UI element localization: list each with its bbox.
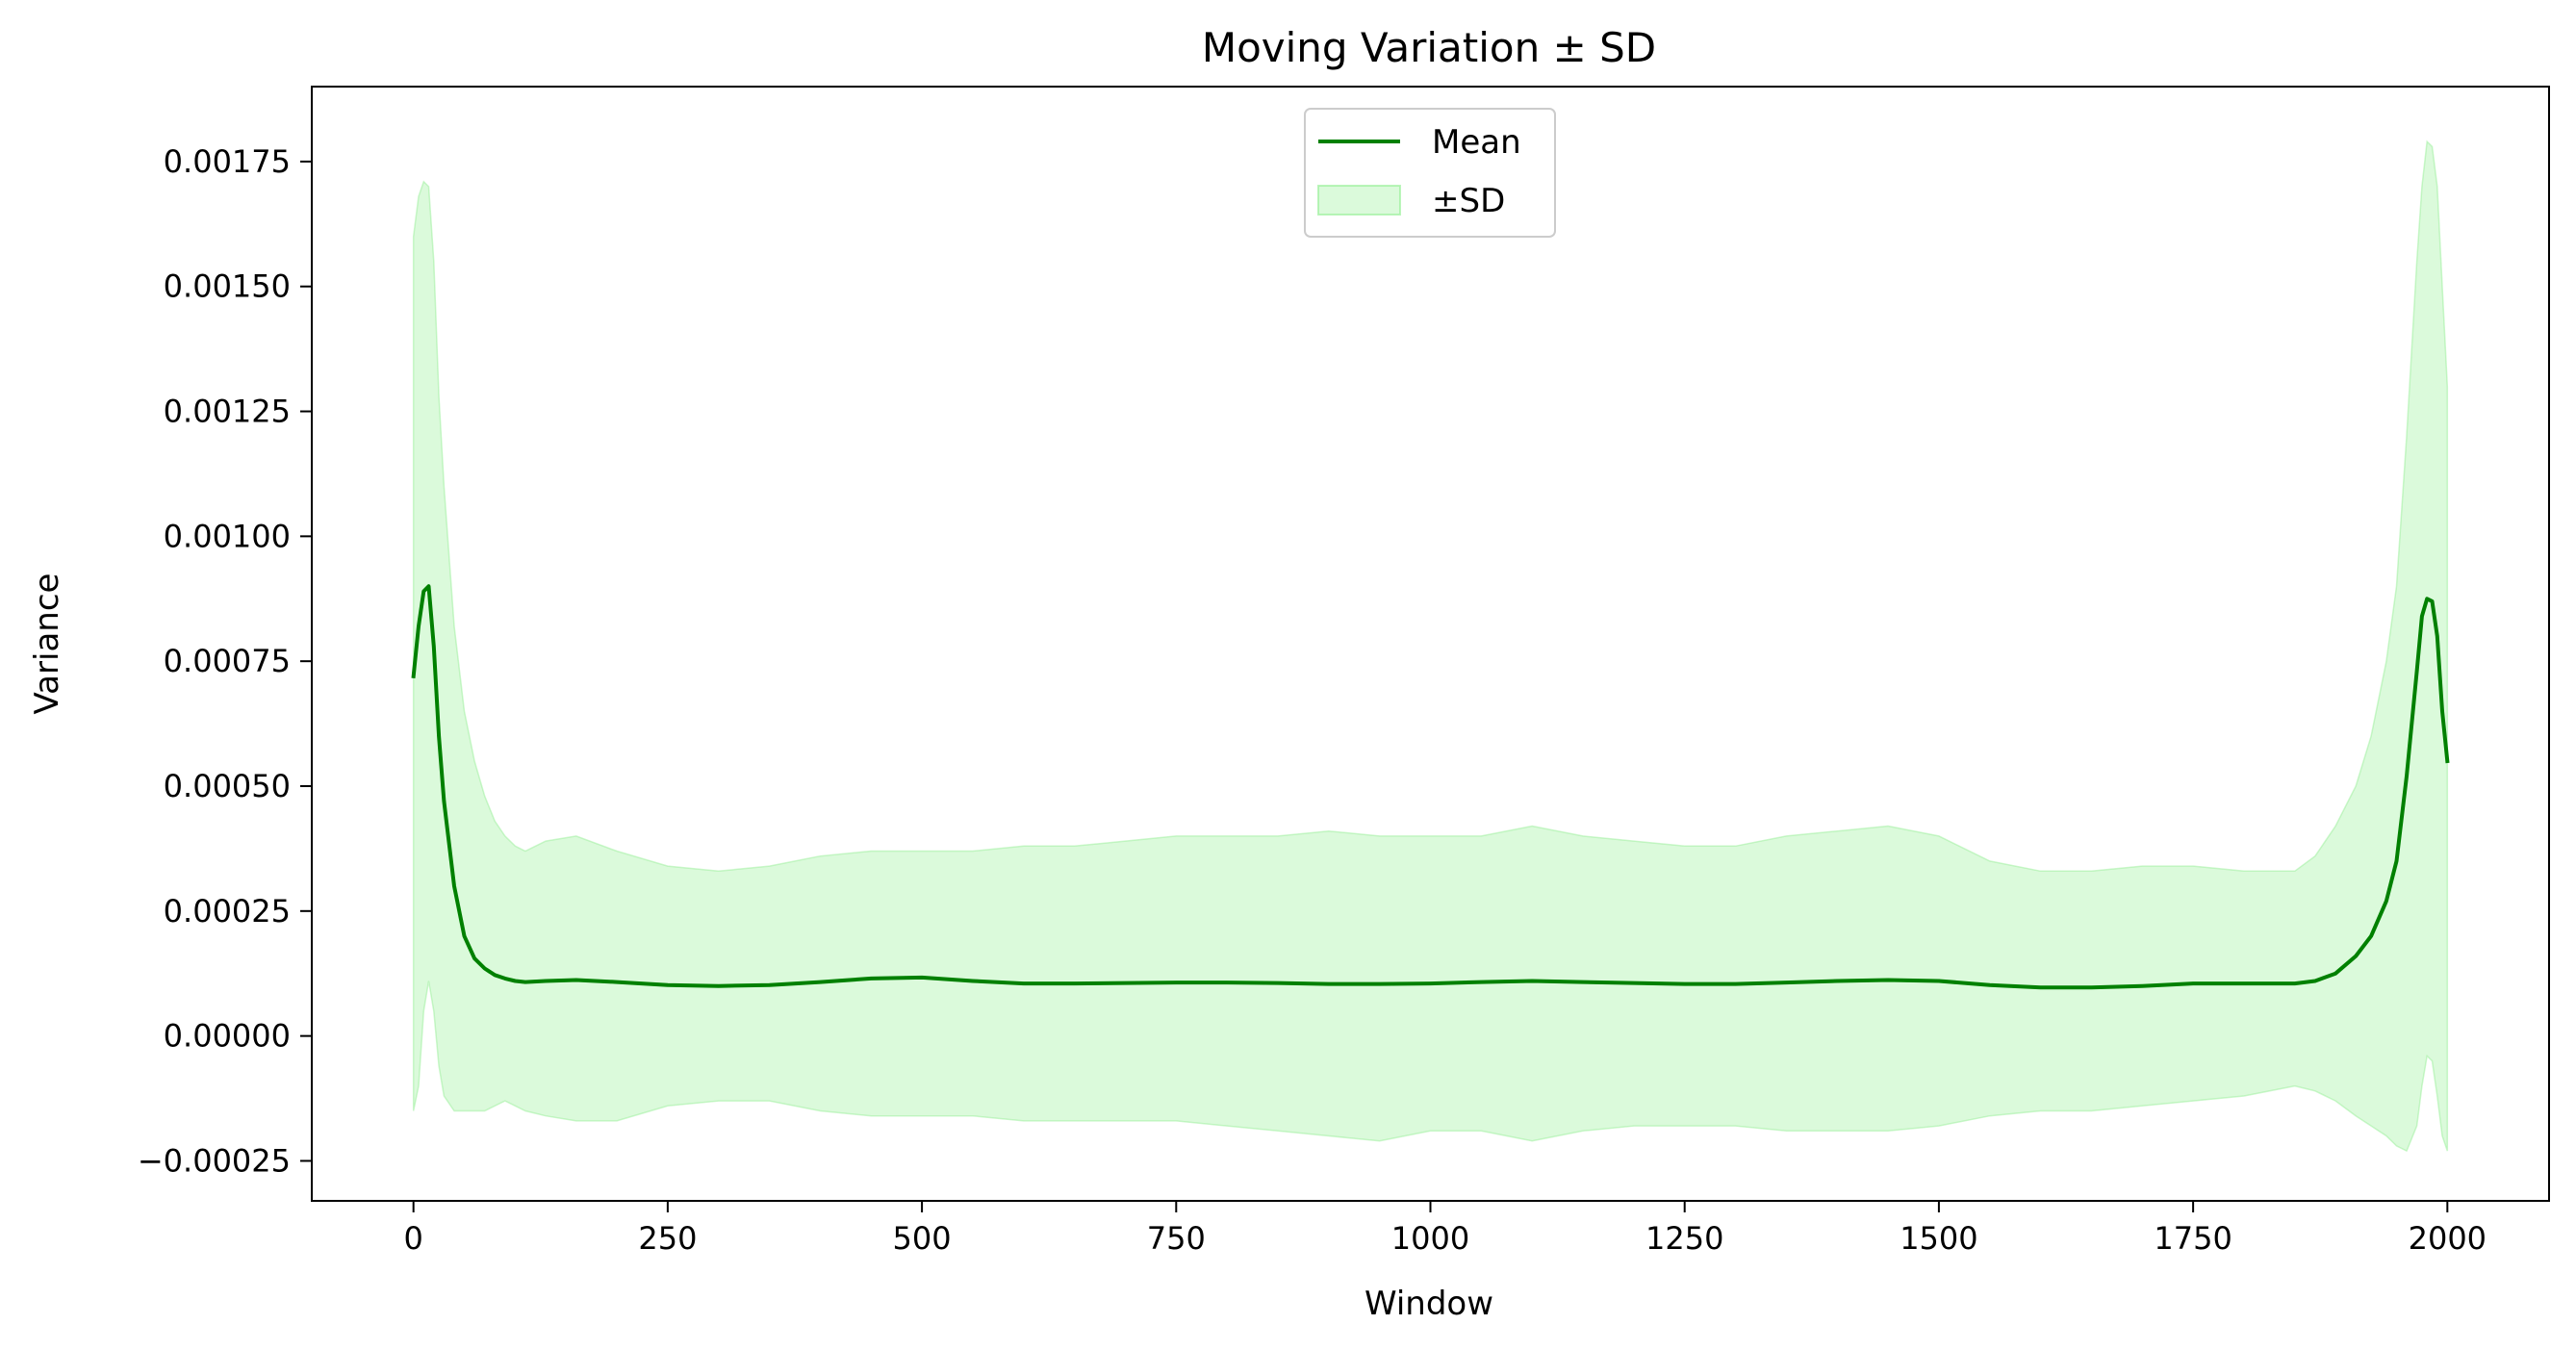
mean-line-layer (411, 584, 2450, 990)
mean-line (411, 584, 2450, 990)
y-tick-label: 0.00025 (164, 893, 291, 930)
x-tick-label: 1750 (2154, 1220, 2232, 1257)
chart-title: Moving Variation ± SD (1202, 24, 1656, 71)
x-tick-label: 1000 (1391, 1220, 1469, 1257)
sd-band-layer (412, 140, 2449, 1153)
y-tick-label: 0.00175 (164, 143, 291, 180)
x-tick-label: 0 (404, 1220, 423, 1257)
y-tick-label: 0.00075 (164, 643, 291, 679)
x-axis-label: Window (1365, 1285, 1493, 1323)
legend-sd-swatch (1317, 185, 1401, 216)
y-tick-label: 0.00100 (164, 518, 291, 554)
y-tick-label: 0.00050 (164, 768, 291, 804)
y-tick-label: 0.00125 (164, 394, 291, 430)
y-axis-label: Variance (28, 573, 66, 715)
y-tick-label: 0.00000 (164, 1018, 291, 1055)
x-axis-ticks: 0 250 500 750 1000 1250 1500 1750 2000 (404, 1201, 2487, 1257)
legend-mean-label: Mean (1432, 123, 1521, 162)
y-axis-ticks: −0.00025 0.00000 0.00025 0.00050 0.00075 0.00… (138, 143, 312, 1179)
x-tick-label: 1500 (1900, 1220, 1977, 1257)
x-tick-label: 2000 (2409, 1220, 2487, 1257)
legend: Mean ±SD (1304, 108, 1556, 238)
x-tick-label: 750 (1147, 1220, 1206, 1257)
y-tick-label: −0.00025 (138, 1142, 291, 1179)
y-tick-label: 0.00150 (164, 268, 291, 305)
x-tick-label: 1250 (1645, 1220, 1723, 1257)
legend-sd-label: ±SD (1432, 182, 1505, 220)
x-tick-label: 500 (893, 1220, 952, 1257)
sd-band (412, 140, 2449, 1153)
x-tick-label: 250 (638, 1220, 697, 1257)
